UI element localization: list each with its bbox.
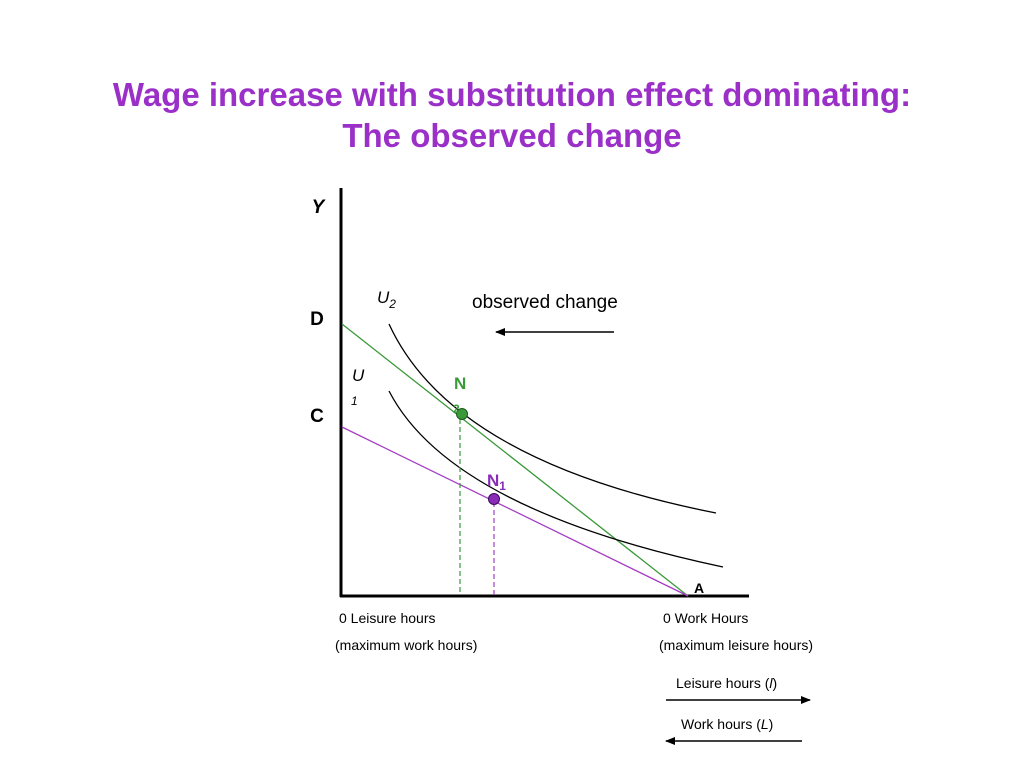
slide-title-line-2: The observed change	[342, 117, 682, 154]
u2-label: U2	[377, 288, 396, 311]
leisure-direction-label: Leisure hours (l)	[676, 675, 777, 691]
point-n1	[488, 493, 500, 505]
c-intercept-label: C	[310, 406, 324, 427]
point-n2	[456, 408, 468, 420]
d-intercept-label: D	[310, 309, 324, 330]
n2-label: N	[454, 374, 466, 393]
x-left-label-line2: (maximum work hours)	[335, 637, 477, 653]
observed-change-label: observed change	[472, 292, 618, 313]
slide-title-line-1: Wage increase with substitution effect d…	[112, 76, 912, 113]
new-budget-line	[341, 323, 689, 597]
work-direction-label: Work hours (L)	[681, 716, 773, 732]
x-right-label-line2: (maximum leisure hours)	[659, 637, 813, 653]
n1-label: N1	[487, 471, 506, 493]
x-left-label-line1: 0 Leisure hours	[339, 610, 436, 626]
old-budget-line	[341, 426, 689, 597]
u1-label: U	[352, 366, 365, 385]
x-right-label-line1: 0 Work Hours	[663, 610, 748, 626]
indifference-curve-u2	[388, 323, 717, 514]
u1-label-sub: 1	[351, 394, 358, 408]
a-endpoint-label: A	[694, 580, 704, 596]
n2-label-sub: 2	[453, 402, 460, 416]
indifference-curve-u1	[388, 390, 724, 568]
y-axis-label: Y	[312, 197, 327, 218]
